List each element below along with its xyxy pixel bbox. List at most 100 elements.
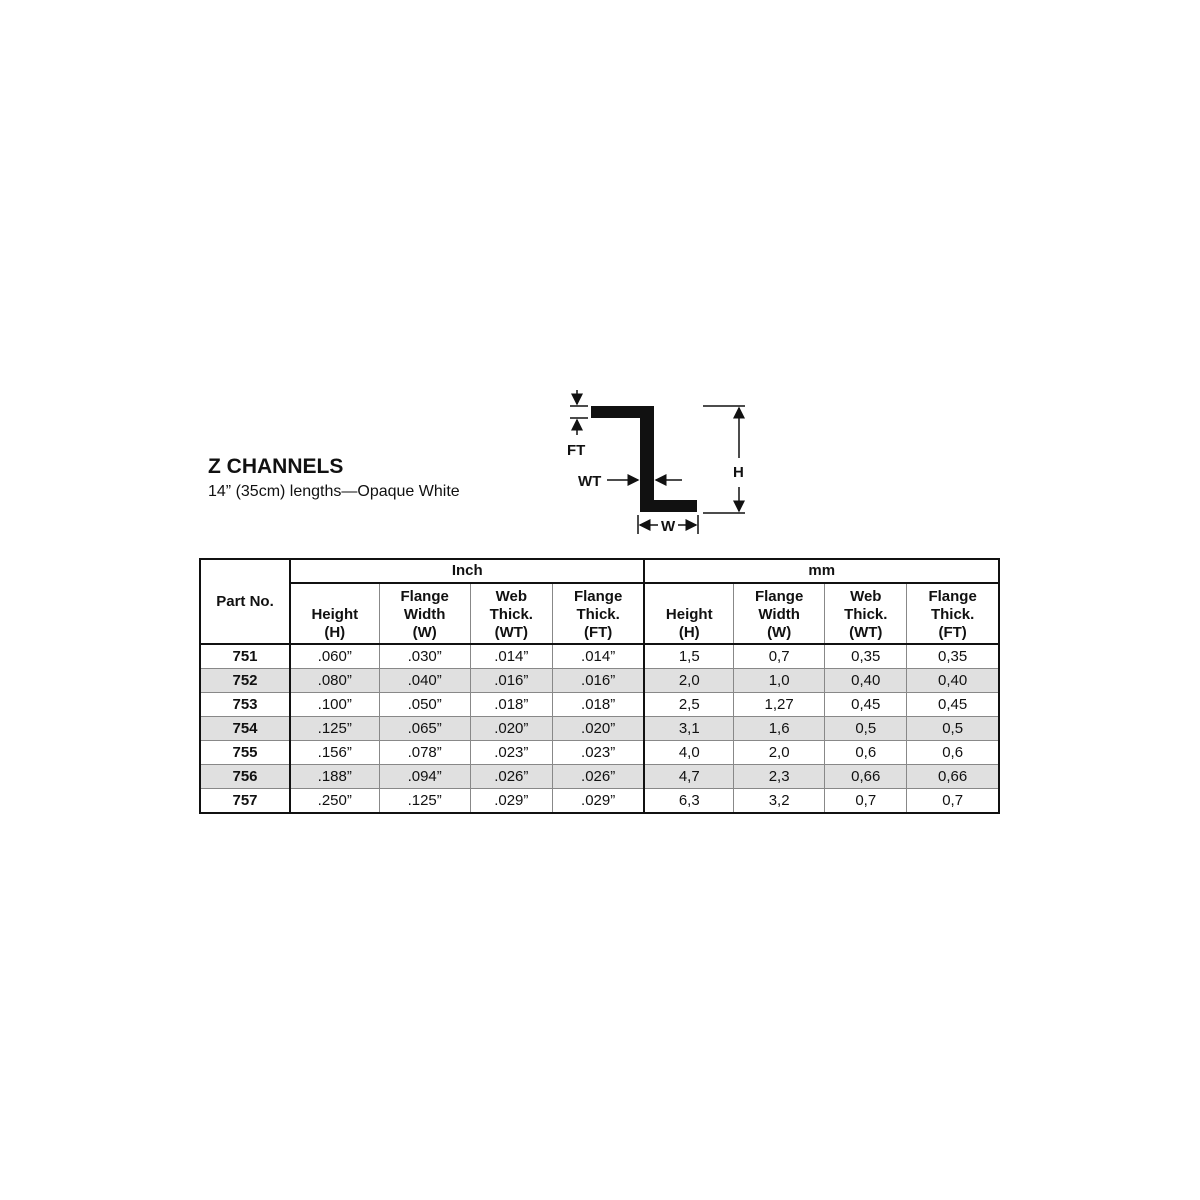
part-number-cell: 756 <box>199 764 291 789</box>
column-header-line: (W) <box>412 624 437 641</box>
part-number-cell: 753 <box>199 692 291 717</box>
value-cell: 0,7 <box>733 643 826 669</box>
column-header-line: (H) <box>324 624 346 641</box>
value-cell: .125” <box>289 716 380 741</box>
column-header-line: Thick. <box>489 606 533 623</box>
column-header: Flange Thick. (FT) <box>551 582 646 645</box>
value-cell: .016” <box>469 668 553 693</box>
table-row: 751.060” .030” .014” .014” 1,5 0,7 0,35 0,35 <box>199 643 1000 669</box>
value-cell: 0,35 <box>906 643 1000 669</box>
value-cell: .080” <box>289 668 380 693</box>
value-cell: .188” <box>289 764 380 789</box>
value-cell: .014” <box>469 643 553 669</box>
value-cell: .065” <box>378 716 471 741</box>
column-header: Flange Thick. (FT) <box>906 582 1000 645</box>
table-row: 752.080” .040” .016” .016” 2,0 1,0 0,40 0,40 <box>199 668 1000 693</box>
table-row: 757.250” .125” .029” .029” 6,3 3,2 0,7 0,7 <box>199 788 1000 814</box>
column-header-line: Width <box>403 606 446 623</box>
column-header: Flange Width (W) <box>733 582 826 645</box>
z-profile-shape <box>591 406 697 512</box>
value-cell: 0,35 <box>824 643 908 669</box>
column-header: Flange Width (W) <box>378 582 471 645</box>
column-header: Web Thick. (WT) <box>469 582 553 645</box>
value-cell: 0,7 <box>906 788 1000 814</box>
column-header: Web Thick. (WT) <box>824 582 908 645</box>
part-number-cell: 755 <box>199 740 291 765</box>
value-cell: 1,5 <box>643 643 735 669</box>
value-cell: .078” <box>378 740 471 765</box>
column-header-line: Flange <box>754 588 804 605</box>
column-header-line: Thick. <box>576 606 620 623</box>
value-cell: 0,7 <box>824 788 908 814</box>
value-cell: 2,0 <box>643 668 735 693</box>
value-cell: 0,5 <box>906 716 1000 741</box>
part-number-cell: 752 <box>199 668 291 693</box>
value-cell: 3,1 <box>643 716 735 741</box>
value-cell: 0,5 <box>824 716 908 741</box>
value-cell: .020” <box>551 716 646 741</box>
column-header-line: Thick. <box>844 606 888 623</box>
column-header-line: (FT) <box>938 624 967 641</box>
value-cell: 4,7 <box>643 764 735 789</box>
value-cell: .018” <box>551 692 646 717</box>
column-header-line: Web <box>850 588 882 605</box>
inch-group-header: Inch <box>289 558 646 584</box>
value-cell: 0,6 <box>824 740 908 765</box>
page-subtitle: 14” (35cm) lengths—Opaque White <box>208 483 460 500</box>
value-cell: .014” <box>551 643 646 669</box>
table-row: 755.156” .078” .023” .023” 4,0 2,0 0,6 0,6 <box>199 740 1000 765</box>
value-cell: 1,6 <box>733 716 826 741</box>
value-cell: 0,66 <box>824 764 908 789</box>
value-cell: .026” <box>469 764 553 789</box>
column-header: Height (H) <box>289 582 380 645</box>
value-cell: 2,5 <box>643 692 735 717</box>
column-header-line: Flange <box>928 588 977 605</box>
value-cell: 4,0 <box>643 740 735 765</box>
value-cell: .060” <box>289 643 380 669</box>
part-number-cell: 754 <box>199 716 291 741</box>
value-cell: .020” <box>469 716 553 741</box>
column-header-line: Width <box>758 606 800 623</box>
column-header-line: (WT) <box>849 624 883 641</box>
value-cell: .156” <box>289 740 380 765</box>
w-label: W <box>661 518 676 535</box>
value-cell: 0,40 <box>906 668 1000 693</box>
value-cell: .040” <box>378 668 471 693</box>
value-cell: 0,6 <box>906 740 1000 765</box>
column-header-line: Flange <box>400 588 449 605</box>
value-cell: 0,45 <box>824 692 908 717</box>
value-cell: 1,27 <box>733 692 826 717</box>
value-cell: .026” <box>551 764 646 789</box>
value-cell: .016” <box>551 668 646 693</box>
value-cell: .029” <box>469 788 553 814</box>
z-channel-spec-table: Part No. Inch mm Height (H) Flange Width (W)… <box>199 558 1000 814</box>
value-cell: .018” <box>469 692 553 717</box>
column-header-line: (WT) <box>494 624 528 641</box>
column-header-line: (H) <box>678 624 700 641</box>
part-number-cell: 751 <box>199 643 291 669</box>
value-cell: .094” <box>378 764 471 789</box>
value-cell: 0,40 <box>824 668 908 693</box>
value-cell: .030” <box>378 643 471 669</box>
column-header-line: (FT) <box>583 624 613 641</box>
value-cell: .125” <box>378 788 471 814</box>
value-cell: 2,3 <box>733 764 826 789</box>
column-header: Height (H) <box>643 582 735 645</box>
value-cell: .023” <box>469 740 553 765</box>
page-title: Z CHANNELS <box>208 455 344 478</box>
column-header-line: Thick. <box>930 606 975 623</box>
column-header-line: Web <box>495 588 527 605</box>
ft-label: FT <box>567 442 585 459</box>
part-number-cell: 757 <box>199 788 291 814</box>
value-cell: .050” <box>378 692 471 717</box>
value-cell: .100” <box>289 692 380 717</box>
value-cell: 2,0 <box>733 740 826 765</box>
value-cell: 3,2 <box>733 788 826 814</box>
part-no-header: Part No. <box>199 558 291 645</box>
wt-label: WT <box>578 473 601 490</box>
value-cell: 1,0 <box>733 668 826 693</box>
value-cell: .023” <box>551 740 646 765</box>
value-cell: 6,3 <box>643 788 735 814</box>
value-cell: 0,45 <box>906 692 1000 717</box>
value-cell: .029” <box>551 788 646 814</box>
